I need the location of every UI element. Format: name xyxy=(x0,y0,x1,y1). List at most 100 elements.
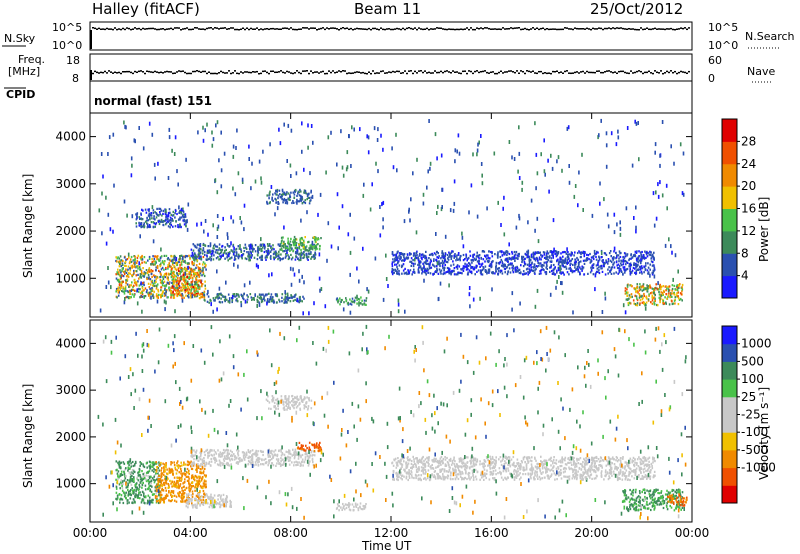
power-panel-cell xyxy=(659,301,661,304)
power-panel-cell xyxy=(153,257,156,261)
power-panel-cell xyxy=(635,272,638,275)
power-panel-cell xyxy=(250,250,252,253)
power-panel-cell xyxy=(183,275,186,278)
power-panel-cell xyxy=(453,179,456,184)
power-panel-cell xyxy=(635,263,637,266)
power-panel-cell xyxy=(626,254,628,257)
power-panel-cell xyxy=(217,224,220,229)
freq-sample xyxy=(436,71,438,74)
power-panel-cell xyxy=(186,273,188,276)
power-panel-cell xyxy=(607,272,609,275)
power-panel-cell xyxy=(278,253,280,256)
velocity-panel-cell xyxy=(145,462,148,465)
power-panel-cell xyxy=(429,272,432,275)
power-panel-cell xyxy=(184,268,187,271)
freq-sample xyxy=(404,70,406,72)
freq-sample xyxy=(188,72,190,75)
power-panel-cell xyxy=(101,231,103,236)
power-panel-cell xyxy=(254,294,256,297)
power-panel-cell xyxy=(546,257,548,260)
power-panel-cell xyxy=(172,283,174,286)
power-panel-cell xyxy=(534,228,536,233)
power-panel-cell xyxy=(220,250,223,253)
power-panel-cell xyxy=(266,243,269,246)
power-panel-cell xyxy=(658,290,660,294)
power-panel-cell xyxy=(480,134,482,138)
power-panel-cell xyxy=(143,256,146,259)
velocity-panel-cell xyxy=(134,496,137,499)
power-panel-cell xyxy=(622,255,625,259)
power-panel-cell xyxy=(577,268,580,271)
power-panel-cell xyxy=(336,192,339,197)
colorbar-swatch xyxy=(722,253,737,277)
power-panel-cell xyxy=(488,250,490,253)
power-panel-cell xyxy=(419,260,421,264)
power-panel-cell xyxy=(179,264,181,267)
power-panel-cell xyxy=(203,274,206,278)
power-panel-cell xyxy=(337,298,339,301)
power-panel-cell xyxy=(197,279,200,282)
power-panel-cell xyxy=(421,258,423,261)
power-panel-cell xyxy=(227,300,230,303)
power-panel-cell xyxy=(241,180,244,184)
nsky-sample xyxy=(294,28,296,31)
power-panel-cell xyxy=(116,288,119,292)
power-panel-cell xyxy=(194,285,196,288)
power-panel-cell xyxy=(450,271,453,274)
power-panel-cell xyxy=(157,296,159,299)
power-panel-cell xyxy=(139,263,142,266)
power-panel-cell xyxy=(259,243,262,246)
power-panel-cell xyxy=(206,251,209,254)
power-panel-cell xyxy=(518,125,520,130)
power-panel-cell xyxy=(234,254,236,257)
power-panel-cell xyxy=(124,287,127,290)
power-panel-cell xyxy=(477,254,480,257)
power-panel-cell xyxy=(681,288,684,291)
power-panel-cell xyxy=(676,286,679,289)
power-panel-cell xyxy=(174,212,176,215)
colorbar-tick-label: 28 xyxy=(741,134,756,148)
power-panel-cell xyxy=(214,178,217,183)
power-panel-cell xyxy=(444,263,446,266)
power-panel-cell xyxy=(442,254,445,257)
power-panel-cell xyxy=(472,152,474,157)
power-panel-cell xyxy=(545,263,548,266)
freq-tick-top: 18 xyxy=(66,54,80,67)
power-panel-cell xyxy=(135,274,138,277)
nsky-sample xyxy=(438,27,440,29)
power-panel-cell xyxy=(417,257,419,260)
freq-sample xyxy=(324,72,326,75)
power-panel-cell xyxy=(270,257,272,260)
power-panel-cell xyxy=(199,247,202,251)
power-panel-cell xyxy=(143,296,145,299)
power-panel-cell xyxy=(568,253,571,256)
power-panel-cell xyxy=(601,270,604,273)
velocity-panel-cell xyxy=(132,472,134,475)
power-panel-cell xyxy=(648,294,650,297)
power-panel-cell xyxy=(569,260,571,263)
power-panel-cell xyxy=(140,218,143,221)
velocity-panel-cell xyxy=(145,479,148,482)
power-panel-cell xyxy=(199,257,201,260)
nsky-sample xyxy=(152,27,154,30)
velocity-panel-cell xyxy=(133,476,135,479)
nsky-sample xyxy=(650,28,652,31)
power-panel-cell xyxy=(526,267,529,270)
power-panel-cell xyxy=(180,209,182,212)
nsky-sample xyxy=(262,28,264,31)
power-panel-cell xyxy=(214,296,217,299)
power-panel-cell xyxy=(280,240,283,243)
power-panel-cell xyxy=(623,252,626,255)
velocity-panel-cell xyxy=(123,491,125,494)
power-panel-cell xyxy=(212,258,215,261)
power-panel-cell xyxy=(626,253,629,256)
power-panel-cell xyxy=(510,258,513,261)
power-panel-cell xyxy=(116,260,118,263)
power-panel-cell xyxy=(434,132,437,137)
power-panel-cell xyxy=(661,291,664,294)
velocity-panel-cell xyxy=(150,490,153,493)
power-panel-cell xyxy=(133,269,135,273)
power-panel-cell xyxy=(632,254,635,257)
power-panel-cell xyxy=(193,263,195,267)
nsky-sample xyxy=(288,28,290,30)
